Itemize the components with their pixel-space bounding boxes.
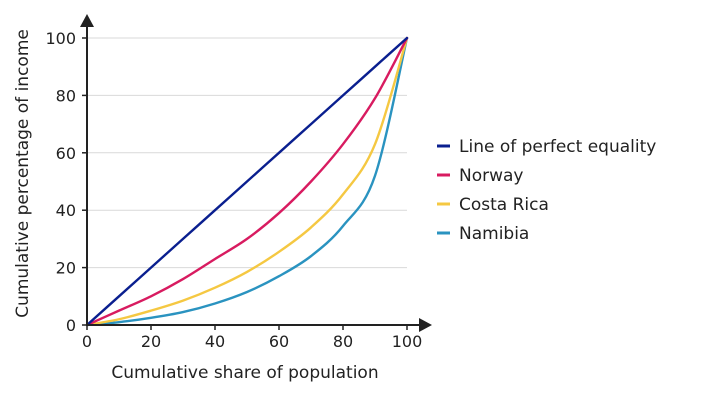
y-tick-label-5: 100 [45,29,76,48]
y-tick-label-2: 40 [56,201,76,220]
series-line-norway [85,36,409,327]
y-axis-title: Cumulative percentage of income [13,29,33,318]
y-axis-arrow-icon [80,14,94,27]
x-tick-label-0: 0 [82,332,92,351]
axes-layer [80,14,432,332]
legend-label-norway: Norway [459,166,524,186]
y-tick-label-4: 80 [56,86,76,105]
y-tick-labels: 0 20 40 60 80 100 [45,29,76,335]
series-line-line-of-perfect-equality [85,36,409,327]
legend: Line of perfect equality Norway Costa Rica… [437,137,656,244]
y-tick-label-1: 20 [56,259,76,278]
y-tick-label-3: 60 [56,144,76,163]
x-tick-label-4: 80 [333,332,353,351]
x-tick-labels: 0 20 40 60 80 100 [82,332,422,351]
grid-layer [87,37,407,269]
series-line-namibia [85,36,409,327]
series-line-costa-rica [85,36,409,327]
x-tick-label-5: 100 [392,332,423,351]
x-tick-label-2: 40 [205,332,225,351]
x-axis-title: Cumulative share of population [111,363,378,383]
legend-label-namibia: Namibia [459,224,529,244]
legend-label-line-of-perfect-equality: Line of perfect equality [459,137,656,157]
x-tick-label-3: 60 [269,332,289,351]
x-tick-label-1: 20 [141,332,161,351]
legend-label-costa-rica: Costa Rica [459,195,549,215]
series-layer [85,36,409,327]
y-tick-label-0: 0 [66,316,76,335]
x-axis-arrow-icon [419,318,432,332]
